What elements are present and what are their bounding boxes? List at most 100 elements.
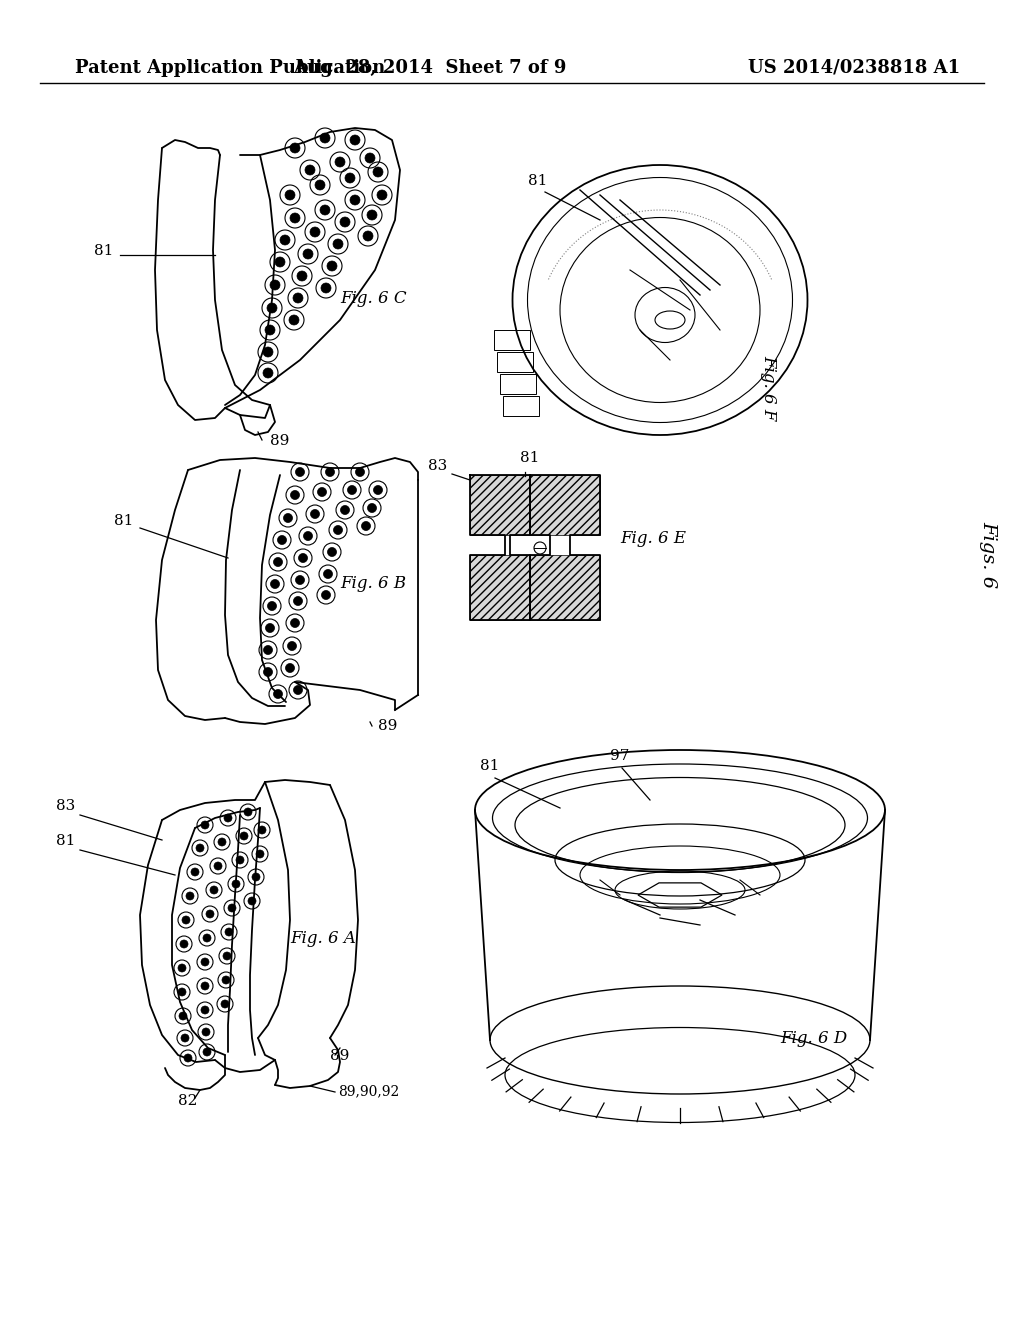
Text: 83: 83 (55, 799, 75, 813)
Circle shape (270, 579, 280, 589)
Circle shape (288, 642, 297, 651)
Circle shape (263, 368, 273, 378)
Circle shape (377, 190, 387, 201)
Text: Fig. 6 B: Fig. 6 B (340, 576, 407, 591)
Text: 83: 83 (428, 459, 447, 473)
Circle shape (334, 525, 342, 535)
Circle shape (335, 157, 345, 168)
Text: Aug. 28, 2014  Sheet 7 of 9: Aug. 28, 2014 Sheet 7 of 9 (293, 59, 566, 77)
Circle shape (221, 1001, 229, 1008)
Circle shape (181, 1034, 189, 1041)
Circle shape (322, 590, 331, 599)
Text: Fig. 6 A: Fig. 6 A (290, 931, 356, 946)
Circle shape (218, 838, 226, 846)
Circle shape (368, 503, 377, 512)
Circle shape (284, 513, 293, 523)
Text: 81: 81 (480, 759, 500, 774)
Circle shape (240, 832, 248, 840)
Text: Fig. 6 E: Fig. 6 E (620, 531, 686, 546)
Bar (470, 475, 530, 535)
Circle shape (256, 850, 264, 858)
Text: 89: 89 (378, 719, 397, 733)
Circle shape (315, 180, 325, 190)
Circle shape (280, 235, 290, 246)
Circle shape (201, 1006, 209, 1014)
Bar (497, 352, 534, 372)
Circle shape (341, 506, 349, 515)
Circle shape (210, 886, 218, 894)
Circle shape (236, 855, 244, 865)
Circle shape (350, 135, 360, 145)
Circle shape (310, 227, 319, 238)
Circle shape (297, 271, 307, 281)
Circle shape (328, 548, 337, 557)
Circle shape (184, 1053, 193, 1063)
Circle shape (201, 821, 209, 829)
Circle shape (225, 928, 233, 936)
Circle shape (275, 257, 285, 267)
Circle shape (258, 826, 266, 834)
Circle shape (273, 557, 283, 566)
Circle shape (355, 467, 365, 477)
Circle shape (296, 576, 304, 585)
Circle shape (267, 602, 276, 610)
Text: 81: 81 (114, 513, 133, 528)
Circle shape (263, 347, 273, 356)
Circle shape (293, 293, 303, 304)
Circle shape (290, 213, 300, 223)
Bar (503, 396, 539, 416)
Circle shape (214, 862, 222, 870)
Circle shape (365, 153, 375, 162)
Circle shape (362, 231, 373, 242)
Bar (500, 374, 536, 393)
Circle shape (182, 916, 190, 924)
Circle shape (319, 133, 330, 143)
Circle shape (178, 964, 186, 972)
Text: Fig. 6 C: Fig. 6 C (340, 290, 407, 308)
Text: Fig. 6 F: Fig. 6 F (760, 355, 777, 420)
Circle shape (347, 486, 356, 495)
Circle shape (317, 487, 327, 496)
Circle shape (180, 940, 188, 948)
Circle shape (291, 491, 299, 499)
Circle shape (326, 467, 335, 477)
Circle shape (294, 685, 302, 694)
Text: US 2014/0238818 A1: US 2014/0238818 A1 (748, 59, 961, 77)
Circle shape (228, 904, 236, 912)
Circle shape (203, 935, 211, 942)
Circle shape (244, 808, 252, 816)
Circle shape (327, 261, 337, 271)
Text: 81: 81 (93, 244, 113, 257)
Circle shape (286, 664, 295, 672)
Text: 89: 89 (330, 1049, 349, 1063)
Circle shape (222, 975, 230, 983)
Text: 81: 81 (528, 174, 548, 187)
Circle shape (290, 143, 300, 153)
Circle shape (223, 952, 231, 960)
Bar (494, 330, 530, 350)
Circle shape (285, 190, 295, 201)
Circle shape (265, 623, 274, 632)
Circle shape (367, 210, 377, 220)
Circle shape (321, 282, 331, 293)
Circle shape (324, 569, 333, 578)
Text: Patent Application Publication: Patent Application Publication (75, 59, 385, 77)
Circle shape (374, 486, 383, 495)
Circle shape (289, 315, 299, 325)
Circle shape (361, 521, 371, 531)
Circle shape (232, 880, 240, 888)
Text: Fig. 6 D: Fig. 6 D (780, 1030, 847, 1047)
Text: 89,90,92: 89,90,92 (338, 1084, 399, 1098)
Circle shape (273, 689, 283, 698)
Circle shape (201, 982, 209, 990)
Circle shape (191, 869, 199, 876)
Circle shape (278, 536, 287, 544)
Circle shape (345, 173, 355, 183)
Circle shape (303, 249, 313, 259)
Circle shape (201, 958, 209, 966)
Circle shape (310, 510, 319, 519)
Text: 89: 89 (270, 434, 290, 447)
Text: 97: 97 (610, 748, 630, 763)
Circle shape (252, 873, 260, 880)
Circle shape (202, 1028, 210, 1036)
